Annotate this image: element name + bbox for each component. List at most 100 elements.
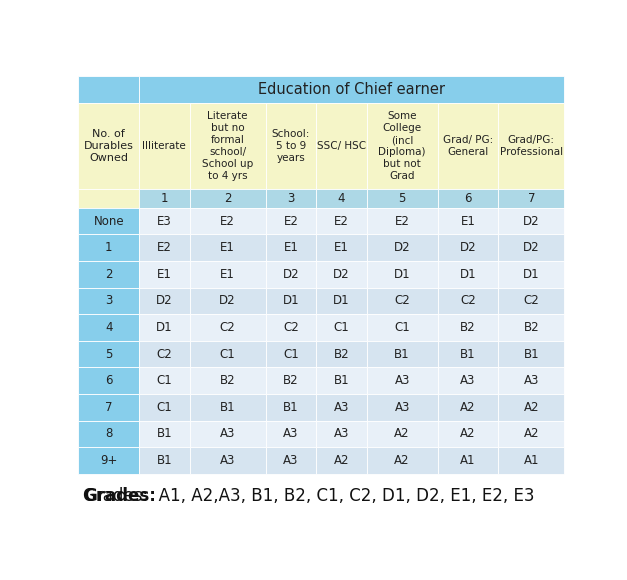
Bar <box>78 420 139 447</box>
Bar <box>498 314 564 341</box>
Bar <box>189 288 266 314</box>
Bar <box>139 314 189 341</box>
Bar <box>438 447 498 474</box>
Text: B2: B2 <box>524 321 539 334</box>
Bar <box>139 394 189 420</box>
Text: E2: E2 <box>395 215 409 228</box>
Text: B2: B2 <box>283 374 299 387</box>
Bar <box>139 103 189 188</box>
Bar <box>189 367 266 394</box>
Text: E2: E2 <box>220 215 235 228</box>
Bar <box>266 341 316 367</box>
Text: A2: A2 <box>460 427 476 440</box>
Text: B2: B2 <box>460 321 476 334</box>
Bar <box>367 288 438 314</box>
Bar <box>78 208 139 234</box>
Text: E1: E1 <box>334 241 349 254</box>
Text: A2: A2 <box>524 427 539 440</box>
Text: 9+: 9+ <box>100 454 117 467</box>
Text: 8: 8 <box>105 427 112 440</box>
Text: B1: B1 <box>334 374 349 387</box>
Text: B1: B1 <box>220 401 236 414</box>
Text: D2: D2 <box>523 241 540 254</box>
Bar <box>498 367 564 394</box>
Text: No. of
Durables
Owned: No. of Durables Owned <box>84 129 134 163</box>
Bar <box>139 77 564 103</box>
Bar <box>498 341 564 367</box>
Text: None: None <box>93 215 124 228</box>
Bar <box>189 261 266 288</box>
Text: A3: A3 <box>524 374 539 387</box>
Text: A2: A2 <box>460 401 476 414</box>
Bar <box>139 234 189 261</box>
Text: B2: B2 <box>220 374 236 387</box>
Text: A3: A3 <box>460 374 476 387</box>
Text: E1: E1 <box>157 268 172 281</box>
Text: 7: 7 <box>105 401 112 414</box>
Text: E1: E1 <box>283 241 298 254</box>
Text: B2: B2 <box>334 347 349 361</box>
Bar <box>438 314 498 341</box>
Text: C2: C2 <box>524 295 539 307</box>
Text: E1: E1 <box>220 241 235 254</box>
Bar <box>78 341 139 367</box>
Text: 1: 1 <box>161 192 168 205</box>
Bar <box>367 341 438 367</box>
Text: A2: A2 <box>524 401 539 414</box>
Bar <box>189 447 266 474</box>
Text: Illiterate: Illiterate <box>142 141 186 151</box>
Text: D1: D1 <box>283 295 299 307</box>
Bar <box>266 188 316 208</box>
Text: A2: A2 <box>394 454 410 467</box>
Bar <box>266 208 316 234</box>
Bar <box>189 394 266 420</box>
Text: A2: A2 <box>334 454 349 467</box>
Text: D2: D2 <box>219 295 236 307</box>
Text: B1: B1 <box>283 401 299 414</box>
Bar <box>266 288 316 314</box>
Bar <box>438 103 498 188</box>
Bar <box>498 103 564 188</box>
Bar <box>316 288 367 314</box>
Text: 6: 6 <box>105 374 112 387</box>
Text: 1: 1 <box>105 241 112 254</box>
Text: 4: 4 <box>105 321 112 334</box>
Text: D1: D1 <box>156 321 172 334</box>
Text: 3: 3 <box>105 295 112 307</box>
Bar <box>139 367 189 394</box>
Text: C1: C1 <box>394 321 410 334</box>
Bar <box>316 420 367 447</box>
Text: A3: A3 <box>220 427 235 440</box>
Text: 5: 5 <box>399 192 406 205</box>
Bar <box>316 234 367 261</box>
Bar <box>78 367 139 394</box>
Text: A3: A3 <box>283 427 298 440</box>
Text: 3: 3 <box>287 192 295 205</box>
Bar <box>189 234 266 261</box>
Text: C1: C1 <box>334 321 349 334</box>
Bar <box>139 420 189 447</box>
Bar <box>139 288 189 314</box>
Text: C2: C2 <box>283 321 299 334</box>
Text: A3: A3 <box>394 374 410 387</box>
Text: Grad/PG:
Professional: Grad/PG: Professional <box>500 135 563 157</box>
Bar <box>438 394 498 420</box>
Bar <box>266 261 316 288</box>
Bar <box>316 103 367 188</box>
Text: A3: A3 <box>334 401 349 414</box>
Bar <box>316 188 367 208</box>
Text: D1: D1 <box>460 268 477 281</box>
Text: C2: C2 <box>220 321 236 334</box>
Bar <box>78 261 139 288</box>
Text: B1: B1 <box>157 454 172 467</box>
Text: C1: C1 <box>157 401 172 414</box>
Bar <box>316 314 367 341</box>
Text: D2: D2 <box>394 241 411 254</box>
Text: B1: B1 <box>394 347 410 361</box>
Bar <box>498 234 564 261</box>
Text: Some
College
(incl
Diploma)
but not
Grad: Some College (incl Diploma) but not Grad <box>379 111 426 181</box>
Text: D1: D1 <box>333 295 350 307</box>
Bar <box>189 208 266 234</box>
Bar <box>189 103 266 188</box>
Text: SSC/ HSC: SSC/ HSC <box>317 141 366 151</box>
